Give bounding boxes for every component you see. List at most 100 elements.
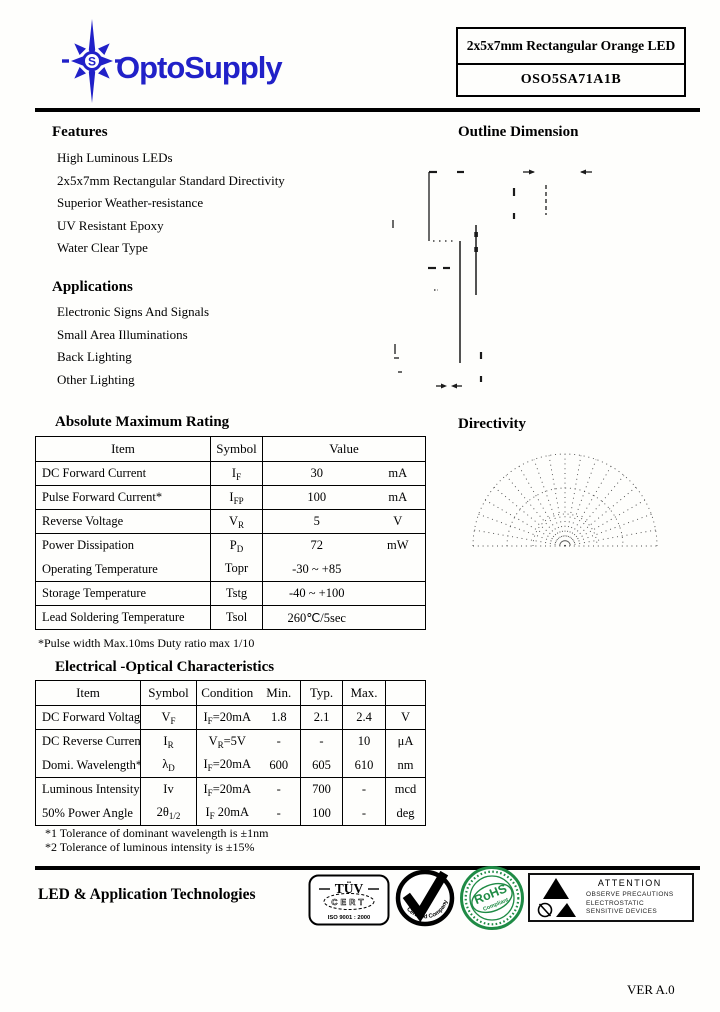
outline-dimension-icon bbox=[392, 169, 592, 389]
amr-symbol: Tsol bbox=[210, 605, 263, 630]
amr-unit: V bbox=[370, 509, 427, 534]
eo-typ: 2.1 bbox=[300, 705, 343, 730]
table-row: Domi. Wavelength* λD IF=20mA 600 605 610… bbox=[35, 753, 426, 778]
applications-heading: Applications bbox=[52, 279, 133, 295]
eo-unit: μA bbox=[385, 729, 426, 754]
amr-symbol: VR bbox=[210, 509, 263, 534]
tuv-cert-icon: TÜV CERT ISO 9001 : 2000 bbox=[308, 874, 390, 926]
applications-list: Electronic Signs And Signals Small Area … bbox=[57, 301, 209, 391]
list-item: Other Lighting bbox=[57, 371, 135, 387]
rohs-compliant-icon: RoHS Compliant bbox=[460, 866, 524, 930]
checkmark-icon: Certified Company bbox=[395, 869, 455, 927]
amr-col-item: Item bbox=[35, 436, 211, 462]
table-row: DC Forward Voltage VF IF=20mA 1.8 2.1 2.… bbox=[35, 705, 426, 730]
amr-symbol: Tstg bbox=[210, 581, 263, 606]
eo-unit: V bbox=[385, 705, 426, 730]
svg-text:CERT: CERT bbox=[331, 897, 366, 907]
list-item: Superior Weather-resistance bbox=[57, 195, 204, 210]
certified-company-logo: Certified Company bbox=[394, 869, 456, 932]
table-row: Pulse Forward Current* IFP 100 mA bbox=[35, 485, 427, 510]
eo-unit: deg bbox=[385, 801, 426, 826]
list-item: 2x5x7mm Rectangular Standard Directivity bbox=[57, 172, 285, 188]
eo-unit: nm bbox=[385, 753, 426, 778]
eo-footnote-2: *2 Tolerance of luminous intensity is ±1… bbox=[45, 840, 255, 854]
starburst-icon: S bbox=[62, 19, 122, 103]
esd-attention-box: ATTENTION OBSERVE PRECAUTIONS ELECTROSTA… bbox=[528, 873, 694, 922]
table-row: DC Forward Current IF 30 mA bbox=[35, 461, 427, 486]
amr-value: 30 bbox=[262, 461, 371, 486]
amr-symbol: IFP bbox=[210, 485, 263, 510]
part-number: OSO5SA71A1B bbox=[520, 72, 622, 87]
list-item: Electronic Signs And Signals bbox=[57, 304, 210, 319]
page-title: 2x5x7mm Rectangular Orange LED bbox=[458, 29, 684, 65]
features-heading: Features bbox=[52, 124, 108, 140]
list-item: High Luminous LEDs bbox=[57, 150, 173, 165]
eo-heading: Electrical -Optical Characteristics bbox=[55, 659, 275, 675]
eo-typ: 605 bbox=[300, 753, 343, 778]
amr-value: -30 ~ +85 bbox=[262, 557, 371, 582]
eo-symbol: Iv bbox=[140, 777, 197, 802]
list-item: Small Area Illuminations bbox=[57, 326, 188, 342]
attention-line: ELECTROSTATIC bbox=[586, 899, 645, 907]
amr-symbol: Topr bbox=[210, 557, 263, 582]
eo-symbol: IR bbox=[140, 729, 197, 754]
table-row: Luminous Intensity* Iv IF=20mA - 700 - m… bbox=[35, 777, 426, 802]
directivity-heading: Directivity bbox=[458, 416, 527, 432]
amr-item: Reverse Voltage bbox=[35, 509, 211, 534]
eo-min: 1.8 bbox=[257, 705, 301, 730]
header-rule bbox=[35, 108, 700, 112]
features-list: High Luminous LEDs 2x5x7mm Rectangular S… bbox=[57, 147, 285, 260]
eo-typ: 700 bbox=[300, 777, 343, 802]
amr-item: Power Dissipation bbox=[35, 533, 211, 558]
outline-heading: Outline Dimension bbox=[458, 124, 579, 140]
eo-col-condition: Condition bbox=[196, 680, 258, 706]
tuv-cert-logo: TÜV CERT ISO 9001 : 2000 bbox=[308, 874, 390, 931]
amr-value: 5 bbox=[262, 509, 371, 534]
amr-symbol: IF bbox=[210, 461, 263, 486]
svg-text:S: S bbox=[88, 55, 96, 69]
eo-condition: IF=20mA bbox=[196, 777, 258, 802]
company-tagline: LED & Application Technologies bbox=[38, 886, 256, 903]
table-row: Lead Soldering Temperature Tsol 260℃/5se… bbox=[35, 605, 427, 630]
directivity-chart bbox=[445, 448, 685, 555]
directivity-fan-icon bbox=[472, 453, 658, 547]
eo-col-min: Min. bbox=[257, 680, 301, 706]
brand-logo: S bbox=[62, 18, 122, 104]
eo-max: - bbox=[342, 801, 386, 826]
eo-item: 50% Power Angle bbox=[35, 801, 141, 826]
amr-footnote: *Pulse width Max.10ms Duty ratio max 1/1… bbox=[38, 636, 255, 650]
brand-name: OptoSupply bbox=[116, 50, 283, 85]
amr-item: Operating Temperature bbox=[35, 557, 211, 582]
eo-item: DC Reverse Current bbox=[35, 729, 141, 754]
amr-unit: mA bbox=[370, 485, 427, 510]
eo-condition: IF 20mA bbox=[196, 801, 258, 826]
eo-symbol: λD bbox=[140, 753, 197, 778]
eo-max: 2.4 bbox=[342, 705, 386, 730]
table-row: Operating Temperature Topr -30 ~ +85 bbox=[35, 557, 427, 582]
eo-item: Luminous Intensity* bbox=[35, 777, 141, 802]
eo-condition: IF=20mA bbox=[196, 705, 258, 730]
table-header-row: Item Symbol Value bbox=[35, 436, 427, 462]
eo-footnote-1: *1 Tolerance of dominant wavelength is ±… bbox=[45, 826, 269, 840]
eo-typ: - bbox=[300, 729, 343, 754]
outline-drawing bbox=[385, 158, 615, 408]
eo-symbol: 2θ1/2 bbox=[140, 801, 197, 826]
table-row: 50% Power Angle 2θ1/2 IF 20mA - 100 - de… bbox=[35, 801, 426, 826]
amr-col-symbol: Symbol bbox=[210, 436, 263, 462]
amr-item: Storage Temperature bbox=[35, 581, 211, 606]
eo-col-max: Max. bbox=[342, 680, 386, 706]
amr-value: 100 bbox=[262, 485, 371, 510]
list-item: Back Lighting bbox=[57, 349, 132, 364]
list-item: Water Clear Type bbox=[57, 240, 148, 255]
amr-item: DC Forward Current bbox=[35, 461, 211, 486]
eo-condition: VR=5V bbox=[196, 729, 258, 754]
eo-min: 600 bbox=[257, 753, 301, 778]
eo-symbol: VF bbox=[140, 705, 197, 730]
esd-warning-icon bbox=[537, 877, 576, 917]
amr-unit bbox=[370, 605, 427, 630]
amr-item: Lead Soldering Temperature bbox=[35, 605, 211, 630]
footer-rule bbox=[35, 866, 700, 870]
table-row: Reverse Voltage VR 5 V bbox=[35, 509, 427, 534]
eo-condition: IF=20mA bbox=[196, 753, 258, 778]
eo-max: 610 bbox=[342, 753, 386, 778]
